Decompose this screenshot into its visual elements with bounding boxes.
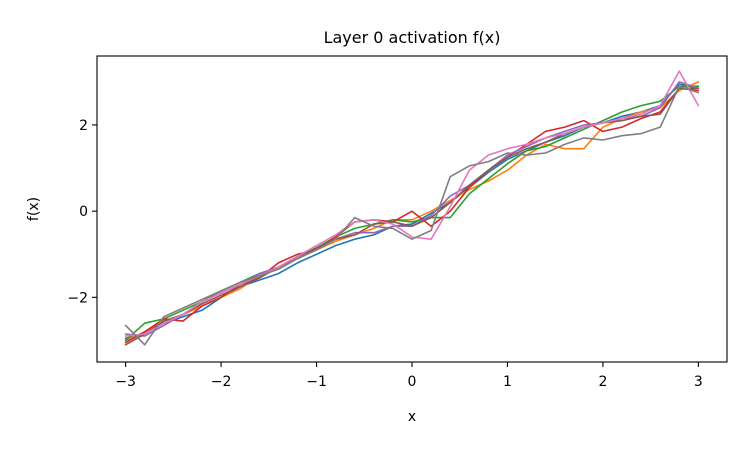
- y-axis: −2 0 2: [67, 118, 97, 306]
- y-axis-label: f(x): [26, 197, 42, 221]
- chart-title: Layer 0 activation f(x): [324, 28, 501, 47]
- series-layer: [124, 70, 700, 346]
- series-line-8: [124, 85, 700, 346]
- x-tick-label: 0: [408, 374, 417, 390]
- x-tick-label: 1: [503, 374, 512, 390]
- plot-frame: [96, 55, 728, 363]
- x-tick-label: −3: [115, 374, 136, 390]
- y-tick-label: 2: [79, 118, 88, 134]
- x-tick-label: −1: [306, 374, 327, 390]
- x-tick-label: 3: [694, 374, 703, 390]
- y-tick-label: 0: [79, 204, 88, 220]
- series-line-7: [124, 70, 700, 337]
- x-tick-label: −2: [211, 374, 232, 390]
- x-tick-label: 2: [598, 374, 607, 390]
- x-axis-label: x: [408, 409, 416, 425]
- y-tick-label: −2: [67, 290, 88, 306]
- series-line-4: [124, 87, 700, 344]
- series-line-6: [124, 87, 700, 346]
- x-axis: −3 −2 −1 0 1 2 3: [115, 362, 703, 390]
